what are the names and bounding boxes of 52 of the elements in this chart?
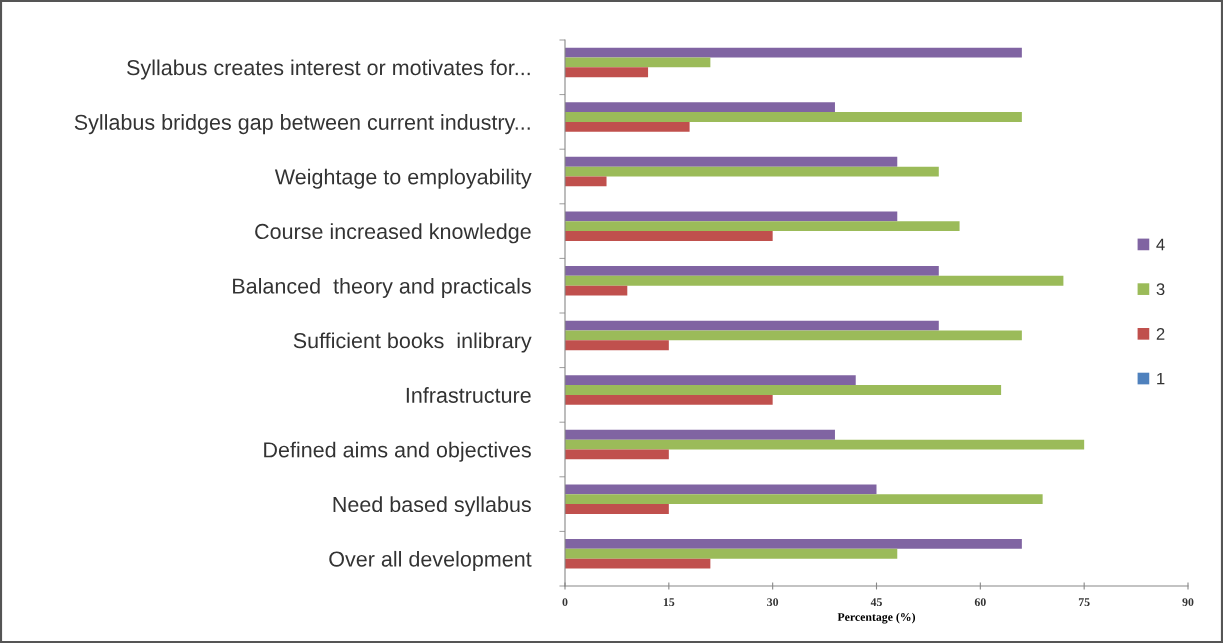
legend-label: 3 xyxy=(1156,283,1165,296)
legend-label: 4 xyxy=(1156,238,1165,251)
bar xyxy=(565,67,649,78)
bar xyxy=(565,494,1043,505)
bar xyxy=(565,47,1022,58)
y-tick-label: Balanced theory and practicals xyxy=(233,277,531,298)
bar xyxy=(565,504,669,514)
bar xyxy=(565,231,773,241)
y-tick-label: Syllabus creates interest or motivates for... xyxy=(127,59,530,80)
bar xyxy=(565,221,960,232)
bar xyxy=(565,156,898,167)
x-tick-label: 30 xyxy=(767,598,779,607)
bar xyxy=(565,429,835,440)
y-tick-label: Defined aims and objectives xyxy=(264,441,531,462)
y-tick-label: Course increased knowledge xyxy=(255,223,531,244)
bar xyxy=(565,375,856,386)
bar xyxy=(565,558,711,569)
bar xyxy=(565,548,898,559)
bar xyxy=(565,176,607,187)
x-tick-label: 60 xyxy=(974,598,986,607)
x-tick-label: 90 xyxy=(1182,598,1194,607)
bar xyxy=(565,484,877,495)
legend-label: 2 xyxy=(1156,328,1165,340)
bar xyxy=(565,266,939,276)
x-tick-label: 15 xyxy=(663,598,675,607)
bar xyxy=(565,166,939,177)
bar xyxy=(565,102,835,113)
y-tick-label: Sufficient books inlibrary xyxy=(293,332,532,353)
bar xyxy=(565,285,628,296)
legend-label: 1 xyxy=(1157,372,1165,385)
bar xyxy=(565,121,690,132)
x-axis-title: Percentage (%) xyxy=(837,612,916,624)
bar xyxy=(565,439,1085,450)
bar xyxy=(565,449,669,460)
y-tick-label: Syllabus bridges gap between current industry... xyxy=(74,114,530,135)
x-tick-label: 0 xyxy=(562,598,568,607)
bar xyxy=(565,275,1064,286)
bar xyxy=(565,340,669,351)
y-tick-label: Weightage to employability xyxy=(274,168,532,189)
y-tick-label: Need based syllabus xyxy=(333,496,531,517)
bar xyxy=(565,112,1022,122)
x-tick-label: 75 xyxy=(1078,598,1090,607)
bar xyxy=(565,539,1022,549)
bar xyxy=(565,385,1002,395)
y-tick-label: Over all development xyxy=(329,550,532,571)
bar xyxy=(565,57,711,68)
bar xyxy=(565,211,898,222)
bar xyxy=(565,320,939,331)
x-tick-label: 45 xyxy=(870,598,882,607)
bar xyxy=(565,394,773,405)
bar xyxy=(565,330,1022,341)
y-tick-label: Infrastructure xyxy=(406,387,531,403)
